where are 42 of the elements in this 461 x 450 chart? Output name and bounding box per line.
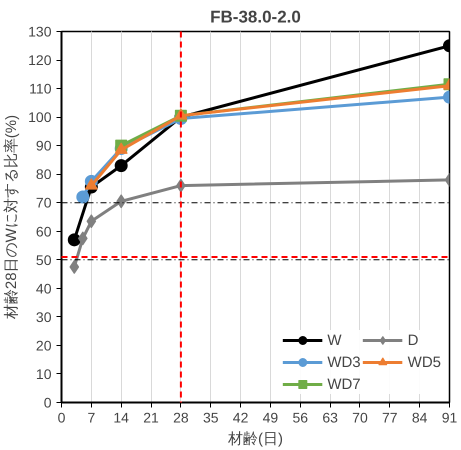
y-tick-label: 40	[36, 280, 52, 296]
y-tick-label: 100	[28, 109, 52, 126]
y-tick-label: 30	[36, 308, 52, 325]
point	[76, 190, 90, 204]
legend-label: WD5	[408, 354, 441, 370]
x-tick-label: 0	[58, 410, 66, 426]
y-tick-label: 110	[29, 80, 52, 97]
point	[114, 159, 128, 172]
point	[116, 194, 126, 208]
legend-label: W	[327, 332, 342, 348]
x-tick-label: 7	[87, 410, 96, 426]
x-tick-label: 42	[232, 410, 249, 426]
y-tick-label: 50	[36, 252, 52, 268]
x-tick-label: 91	[442, 410, 458, 426]
x-tick-label: 63	[322, 410, 338, 426]
x-tick-label: 56	[292, 410, 308, 426]
legend-label: WD3	[327, 354, 361, 370]
x-tick-label: 49	[262, 410, 278, 426]
x-tick-label: 84	[412, 410, 428, 426]
y-tick-label: 90	[36, 138, 52, 154]
y-tick-label: 70	[36, 194, 52, 211]
y-tick-label: 10	[36, 366, 52, 382]
y-tick-label: 120	[28, 52, 52, 68]
y-tick-label: 60	[36, 223, 52, 240]
point	[78, 231, 88, 246]
x-tick-label: 28	[173, 410, 189, 426]
x-axis-title: 材齢(日)	[227, 430, 284, 448]
x-tick-label: 35	[202, 410, 219, 426]
x-tick-label: 14	[113, 410, 130, 426]
chart-title: FB-38.0-2.0	[210, 8, 301, 26]
point	[69, 260, 80, 274]
legend-label: WD7	[327, 376, 361, 392]
y-tick-label: 130	[28, 24, 52, 40]
y-tick-label: 0	[44, 394, 52, 410]
legend-label: D	[408, 332, 420, 348]
x-tick-label: 70	[352, 410, 368, 426]
x-tick-label: 21	[143, 410, 160, 426]
y-tick-label: 80	[36, 166, 52, 182]
point	[68, 233, 81, 246]
y-tick-label: 20	[36, 337, 52, 354]
y-axis-title: 材齢28日のWに対する比率(%)	[3, 114, 20, 320]
x-tick-label: 77	[382, 410, 398, 426]
